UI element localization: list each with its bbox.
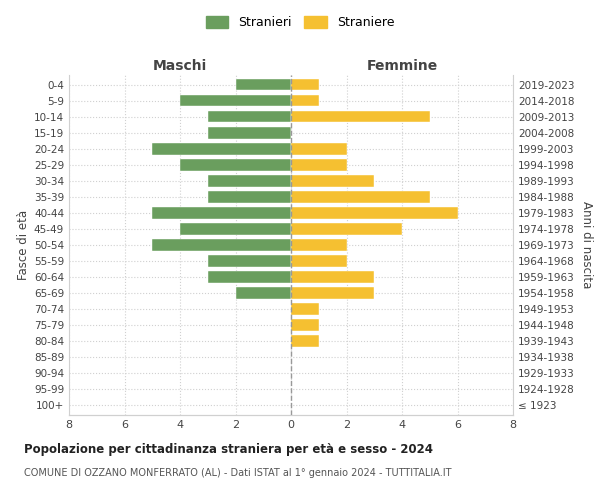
Bar: [291, 336, 319, 347]
Bar: [291, 320, 319, 331]
Bar: [208, 191, 291, 202]
Bar: [291, 239, 347, 251]
Bar: [291, 288, 374, 299]
Bar: [291, 256, 347, 267]
Bar: [291, 191, 430, 202]
Bar: [208, 111, 291, 122]
Bar: [152, 207, 291, 218]
Bar: [235, 288, 291, 299]
Y-axis label: Anni di nascita: Anni di nascita: [580, 202, 593, 288]
Bar: [208, 175, 291, 186]
Bar: [291, 175, 374, 186]
Text: COMUNE DI OZZANO MONFERRATO (AL) - Dati ISTAT al 1° gennaio 2024 - TUTTITALIA.IT: COMUNE DI OZZANO MONFERRATO (AL) - Dati …: [24, 468, 452, 477]
Text: Femmine: Femmine: [367, 58, 437, 72]
Bar: [180, 223, 291, 234]
Text: Maschi: Maschi: [153, 58, 207, 72]
Bar: [291, 272, 374, 283]
Bar: [152, 143, 291, 154]
Bar: [152, 239, 291, 251]
Bar: [235, 79, 291, 90]
Bar: [291, 143, 347, 154]
Legend: Stranieri, Straniere: Stranieri, Straniere: [201, 11, 399, 34]
Bar: [291, 304, 319, 315]
Bar: [180, 159, 291, 170]
Bar: [291, 111, 430, 122]
Bar: [208, 256, 291, 267]
Bar: [291, 223, 402, 234]
Bar: [208, 127, 291, 138]
Bar: [291, 79, 319, 90]
Bar: [208, 272, 291, 283]
Bar: [291, 159, 347, 170]
Bar: [291, 95, 319, 106]
Bar: [180, 95, 291, 106]
Y-axis label: Fasce di età: Fasce di età: [17, 210, 30, 280]
Bar: [291, 207, 458, 218]
Text: Popolazione per cittadinanza straniera per età e sesso - 2024: Popolazione per cittadinanza straniera p…: [24, 442, 433, 456]
